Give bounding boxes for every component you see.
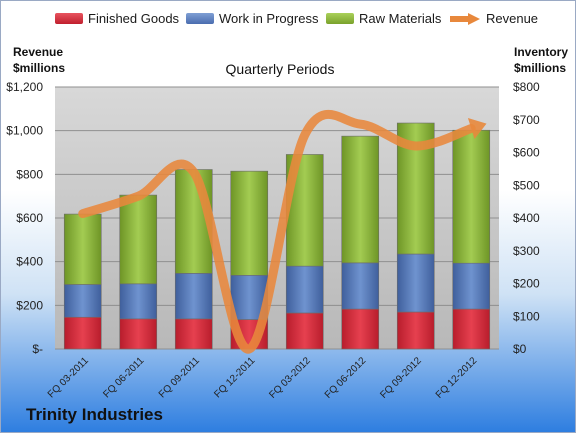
legend-swatch-finished-goods <box>55 13 83 24</box>
category-label: FQ 03-2011 <box>46 355 91 400</box>
left-axis-tick-label: $400 <box>16 255 43 269</box>
left-axis-title-line1: Revenue <box>13 45 64 59</box>
right-axis-tick-label: $800 <box>513 80 540 94</box>
left-axis-tick-label: $1,200 <box>6 80 43 94</box>
bar-finished-goods <box>341 308 380 350</box>
right-axis-tick-label: $400 <box>513 211 540 225</box>
legend-swatch-raw-materials <box>326 13 354 24</box>
bar-finished-goods <box>63 316 102 350</box>
category-label: FQ 06-2012 <box>323 355 369 401</box>
bar-work-in-progress <box>341 262 380 310</box>
right-axis-tick-label: $500 <box>513 178 540 192</box>
left-axis-title-line2: $millions <box>13 61 66 75</box>
right-axis-tick-label: $600 <box>513 146 540 160</box>
legend-swatch-work-in-progress <box>186 13 214 24</box>
bar-raw-materials <box>119 194 158 285</box>
legend-item-revenue: Revenue <box>448 11 538 26</box>
bar-raw-materials <box>452 129 491 264</box>
bar-finished-goods <box>285 312 324 350</box>
bar-raw-materials <box>341 135 380 264</box>
company-name: Trinity Industries <box>26 405 163 424</box>
bar-raw-materials <box>63 213 102 285</box>
legend-label-work-in-progress: Work in Progress <box>219 11 319 26</box>
legend-item-work-in-progress: Work in Progress <box>186 11 318 26</box>
category-label: FQ 06-2011 <box>101 355 146 400</box>
right-axis-tick-label: $100 <box>513 309 540 323</box>
bar-finished-goods <box>452 308 491 350</box>
left-axis-tick-label: $800 <box>16 167 43 181</box>
category-label: FQ 12-2011 <box>212 355 257 400</box>
right-axis-tick-label: $200 <box>513 277 540 291</box>
category-label: FQ 09-2012 <box>378 355 424 401</box>
legend: Finished Goods Work in Progress Raw Mate… <box>0 11 576 33</box>
right-axis-tick-label: $300 <box>513 244 540 258</box>
bar-work-in-progress <box>396 253 435 313</box>
right-axis-tick-label: $700 <box>513 113 540 127</box>
legend-item-raw-materials: Raw Materials <box>326 11 441 26</box>
category-label: FQ 03-2012 <box>267 355 313 401</box>
bar-finished-goods <box>119 318 158 350</box>
left-axis-title: Revenue $millions <box>13 44 65 76</box>
left-axis-tick-label: $- <box>32 342 43 356</box>
right-axis-title-line2: $millions <box>514 61 567 75</box>
bar-work-in-progress <box>63 284 102 318</box>
bar-work-in-progress <box>452 262 491 310</box>
left-axis-tick-label: $200 <box>16 298 43 312</box>
bar-work-in-progress <box>174 273 213 320</box>
legend-label-finished-goods: Finished Goods <box>88 11 180 26</box>
left-axis-tick-label: $1,000 <box>6 124 43 138</box>
right-axis-title-line1: Inventory <box>514 45 569 59</box>
category-label: FQ 09-2011 <box>157 355 202 400</box>
right-axis-tick-label: $0 <box>513 342 527 356</box>
bar-work-in-progress <box>285 265 324 314</box>
left-axis-tick-label: $600 <box>16 211 43 225</box>
chart-subtitle: Quarterly Periods <box>225 61 335 77</box>
legend-line-revenue <box>450 12 480 25</box>
legend-item-finished-goods: Finished Goods <box>55 11 179 26</box>
bar-finished-goods <box>396 311 435 350</box>
revenue-arrowhead <box>467 117 487 139</box>
legend-label-raw-materials: Raw Materials <box>359 11 442 26</box>
revenue-line <box>78 109 476 354</box>
bar-raw-materials <box>230 170 269 276</box>
bar-finished-goods <box>174 318 213 350</box>
legend-label-revenue: Revenue <box>486 11 539 26</box>
category-label: FQ 12-2012 <box>434 355 480 401</box>
bar-work-in-progress <box>119 283 158 320</box>
right-axis-title: Inventory $millions <box>514 44 568 76</box>
